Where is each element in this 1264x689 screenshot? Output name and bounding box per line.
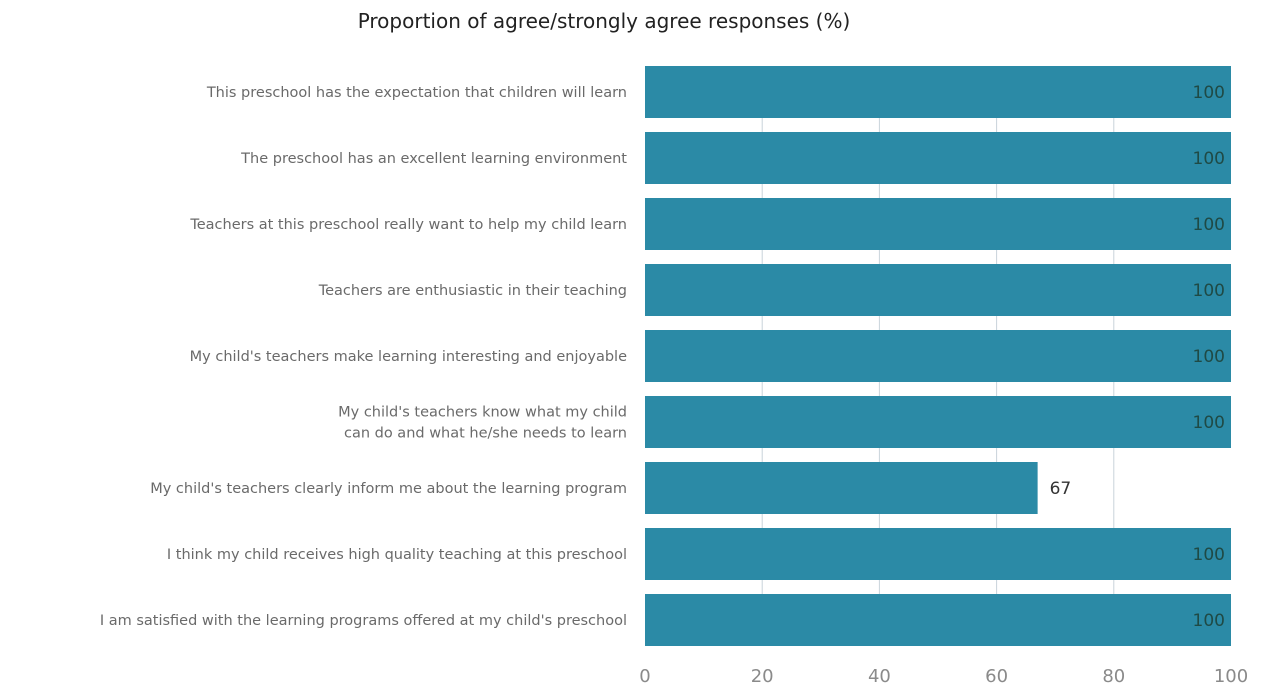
x-axis-ticks: 0 20 40 60 80 100	[639, 666, 1248, 687]
data-label: 100	[1193, 149, 1225, 169]
data-label: 100	[1193, 347, 1225, 367]
chart-title: Proportion of agree/strongly agree respo…	[358, 9, 851, 33]
category-label: This preschool has the expectation that …	[206, 85, 627, 101]
category-label: I am satisfied with the learning program…	[100, 613, 627, 629]
data-label: 100	[1193, 281, 1225, 301]
bar	[645, 594, 1231, 646]
data-label: 100	[1193, 545, 1225, 565]
data-label: 100	[1193, 83, 1225, 103]
bar	[645, 132, 1231, 184]
data-label: 100	[1193, 611, 1225, 631]
category-label: My child's teachers make learning intere…	[190, 349, 627, 365]
bar	[645, 528, 1231, 580]
x-tick-label: 100	[1214, 666, 1248, 687]
category-label: Teachers at this preschool really want t…	[189, 217, 627, 233]
data-label: 67	[1050, 479, 1072, 499]
data-label: 100	[1193, 215, 1225, 235]
data-label: 100	[1193, 413, 1225, 433]
x-tick-label: 80	[1102, 666, 1125, 687]
bar	[645, 396, 1231, 448]
bars	[645, 66, 1231, 646]
category-label: Teachers are enthusiastic in their teach…	[318, 283, 627, 299]
bar	[645, 462, 1038, 514]
x-tick-label: 60	[985, 666, 1008, 687]
category-label: The preschool has an excellent learning …	[240, 151, 627, 167]
bar	[645, 198, 1231, 250]
category-label: I think my child receives high quality t…	[167, 547, 627, 563]
x-tick-label: 20	[751, 666, 774, 687]
category-label: My child's teachers know what my child	[338, 405, 627, 421]
category-labels: This preschool has the expectation that …	[100, 85, 627, 629]
data-labels: 100 100 100 100 100 100 67 100 100	[1050, 83, 1225, 631]
category-label: can do and what he/she needs to learn	[344, 426, 627, 442]
bar	[645, 330, 1231, 382]
x-tick-label: 40	[868, 666, 891, 687]
category-label: My child's teachers clearly inform me ab…	[150, 481, 627, 497]
bar	[645, 66, 1231, 118]
x-tick-label: 0	[639, 666, 650, 687]
bar	[645, 264, 1231, 316]
